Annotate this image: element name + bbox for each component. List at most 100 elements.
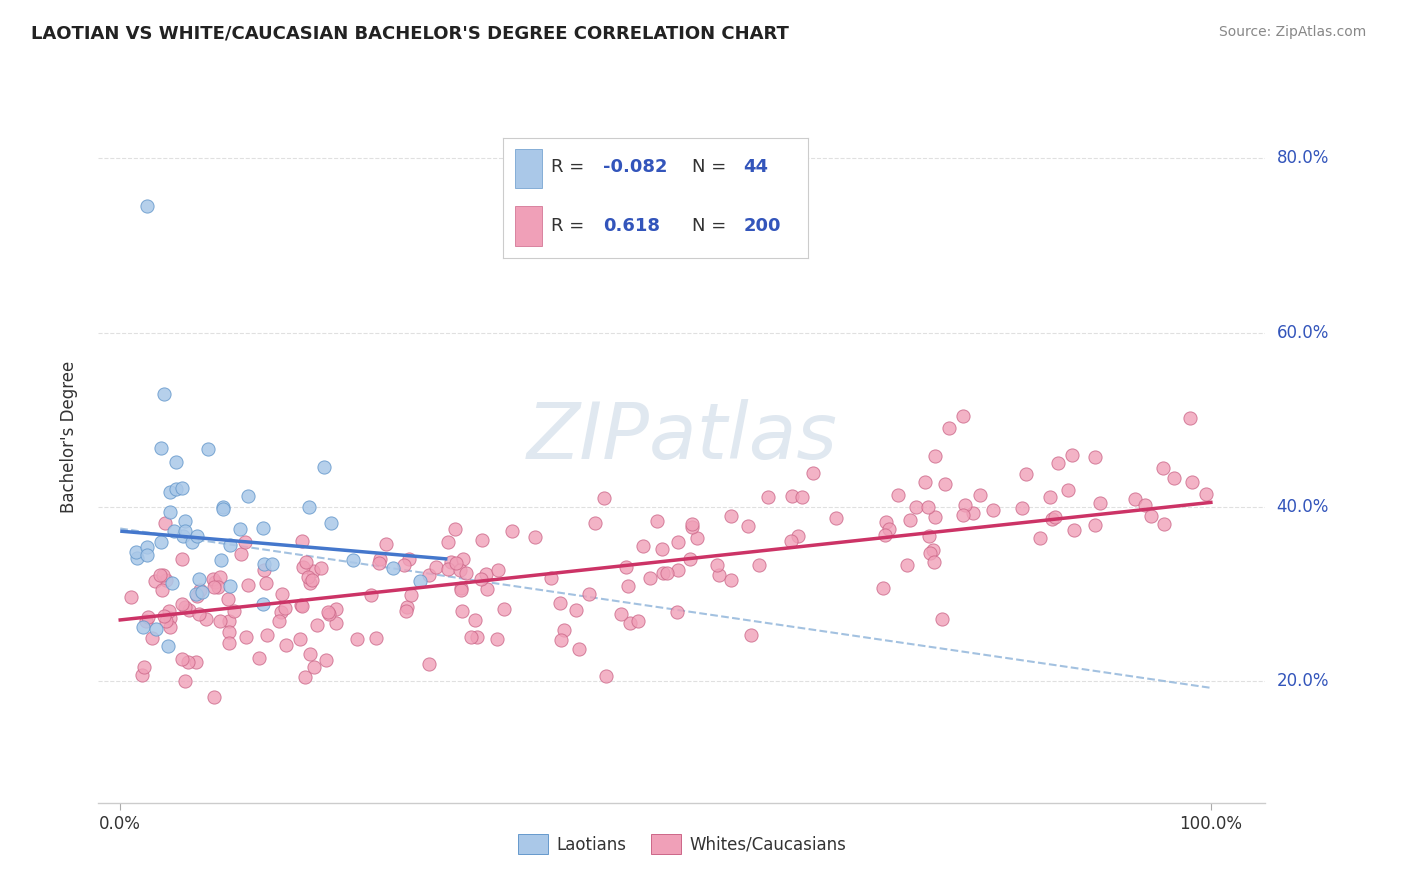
Point: [651, 542, 673, 557]
Point: [202, 690, 225, 705]
Point: [780, 534, 803, 549]
Point: [399, 588, 422, 602]
Point: [952, 409, 974, 424]
Point: [219, 538, 242, 552]
Point: [578, 587, 600, 601]
Point: [873, 527, 896, 541]
Point: [924, 555, 946, 569]
Point: [610, 607, 633, 621]
Point: [471, 533, 494, 547]
Point: [786, 528, 808, 542]
Point: [1029, 531, 1052, 545]
Point: [125, 545, 148, 559]
Point: [565, 603, 588, 617]
Point: [486, 563, 509, 577]
Text: 20.0%: 20.0%: [1277, 672, 1329, 690]
Bar: [515, 206, 543, 246]
Point: [449, 563, 471, 577]
Point: [314, 460, 336, 475]
Point: [501, 524, 523, 538]
Point: [291, 533, 314, 548]
Point: [174, 524, 197, 539]
Point: [145, 622, 167, 636]
Point: [475, 566, 498, 581]
Point: [274, 600, 297, 615]
Point: [208, 570, 231, 584]
Text: 0.618: 0.618: [603, 218, 661, 235]
Point: [307, 618, 329, 632]
Text: Source: ZipAtlas.com: Source: ZipAtlas.com: [1219, 25, 1367, 39]
Point: [875, 515, 897, 529]
Point: [396, 600, 419, 615]
Point: [436, 561, 458, 575]
Point: [475, 582, 498, 597]
Point: [877, 522, 900, 536]
Point: [645, 514, 668, 528]
Point: [366, 632, 388, 646]
Point: [290, 599, 312, 613]
Point: [451, 552, 474, 566]
Point: [1090, 495, 1112, 509]
Point: [450, 582, 472, 597]
Point: [209, 553, 232, 567]
Point: [143, 574, 166, 588]
Point: [157, 604, 180, 618]
Point: [325, 602, 347, 616]
Point: [325, 615, 347, 630]
Point: [238, 489, 260, 503]
Point: [159, 620, 181, 634]
Point: [740, 628, 762, 642]
Text: R =: R =: [551, 159, 591, 177]
Point: [269, 614, 291, 628]
Point: [127, 551, 149, 566]
Point: [184, 655, 207, 669]
Point: [301, 573, 323, 587]
Point: [444, 522, 467, 536]
Point: [274, 638, 297, 652]
Point: [236, 578, 259, 592]
Point: [149, 534, 172, 549]
Point: [360, 588, 382, 602]
Point: [135, 540, 157, 554]
Point: [202, 580, 225, 594]
Point: [524, 530, 547, 544]
Point: [981, 503, 1004, 517]
Point: [224, 604, 246, 618]
Point: [201, 572, 224, 586]
Point: [346, 632, 368, 646]
Point: [1057, 483, 1080, 497]
Point: [1123, 491, 1146, 506]
Point: [440, 555, 463, 569]
Point: [920, 546, 942, 560]
Point: [262, 558, 284, 572]
Point: [619, 615, 641, 630]
Point: [409, 574, 432, 588]
Point: [931, 612, 953, 626]
Point: [136, 610, 159, 624]
Point: [153, 609, 176, 624]
Point: [159, 485, 181, 500]
Point: [780, 489, 803, 503]
Point: [120, 591, 142, 605]
Point: [616, 579, 638, 593]
Point: [655, 566, 678, 581]
Point: [595, 669, 617, 683]
Text: N =: N =: [692, 159, 731, 177]
Point: [737, 519, 759, 533]
Point: [252, 598, 274, 612]
Point: [170, 552, 193, 566]
Point: [135, 615, 157, 629]
Point: [681, 520, 703, 534]
Point: [172, 597, 194, 611]
Point: [177, 655, 200, 669]
Point: [179, 603, 201, 617]
Point: [395, 604, 418, 618]
Point: [204, 575, 226, 590]
Point: [1011, 500, 1033, 515]
Text: LAOTIAN VS WHITE/CAUCASIAN BACHELOR'S DEGREE CORRELATION CHART: LAOTIAN VS WHITE/CAUCASIAN BACHELOR'S DE…: [31, 25, 789, 43]
Point: [247, 651, 270, 665]
Point: [218, 636, 240, 650]
Point: [1062, 448, 1084, 462]
Point: [592, 491, 614, 505]
Point: [297, 570, 319, 584]
